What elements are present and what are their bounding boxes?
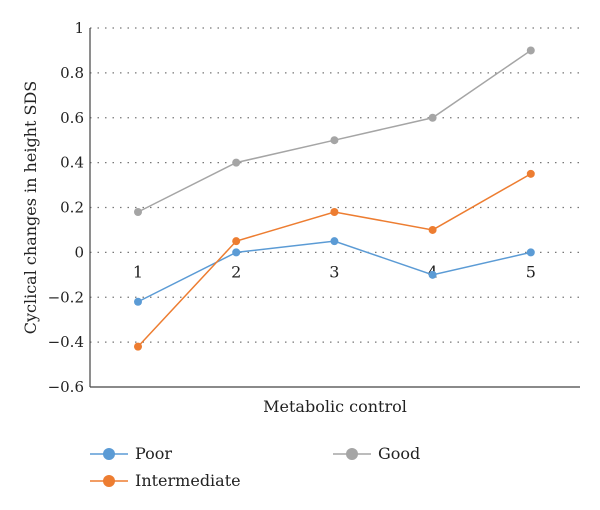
y-tick-label: 0 <box>74 243 84 261</box>
y-tick-label: −0.6 <box>48 378 84 396</box>
data-point-good <box>330 136 339 145</box>
data-point-good <box>428 113 437 122</box>
data-point-poor <box>428 270 437 279</box>
y-tick-labels: −0.6 −0.4 −0.2 0 0.2 0.4 0.6 0.8 1 <box>48 19 84 396</box>
legend-marker-poor <box>103 448 115 460</box>
data-point-poor <box>134 297 142 306</box>
series-line-intermediate <box>137 173 532 348</box>
y-axis-title: Cyclical changes in height SDS <box>21 81 40 335</box>
legend: Poor Intermediate Good <box>90 444 420 490</box>
data-point-intermediate <box>526 169 535 178</box>
series-lines <box>134 46 535 351</box>
category-label: 1 <box>133 262 143 281</box>
x-axis-title: Metabolic control <box>263 397 407 416</box>
grid-lines <box>90 27 580 343</box>
data-point-poor <box>526 248 535 257</box>
data-point-good <box>232 158 241 167</box>
data-point-poor <box>330 237 339 246</box>
data-point-good <box>526 46 535 55</box>
data-point-intermediate <box>330 207 339 216</box>
series-line-good <box>137 49 532 213</box>
y-tick-label: −0.4 <box>48 333 84 351</box>
data-point-poor <box>232 248 241 257</box>
legend-marker-good <box>346 448 358 460</box>
y-tick-label: 0.2 <box>60 199 84 217</box>
y-tick-label: 0.8 <box>60 64 84 82</box>
category-label: 3 <box>329 262 339 281</box>
legend-label-poor: Poor <box>135 444 172 463</box>
data-point-intermediate <box>428 225 437 234</box>
data-point-good <box>134 207 142 216</box>
legend-marker-intermediate <box>103 475 115 487</box>
y-tick-label: 1 <box>74 19 84 37</box>
y-tick-label: −0.2 <box>48 288 84 306</box>
data-point-intermediate <box>134 342 142 351</box>
category-label: 2 <box>231 262 241 281</box>
y-tick-label: 0.6 <box>60 109 84 127</box>
legend-label-good: Good <box>378 444 420 463</box>
category-label: 5 <box>526 262 536 281</box>
y-tick-label: 0.4 <box>60 154 84 172</box>
legend-label-intermediate: Intermediate <box>135 471 241 490</box>
data-point-intermediate <box>232 237 241 246</box>
